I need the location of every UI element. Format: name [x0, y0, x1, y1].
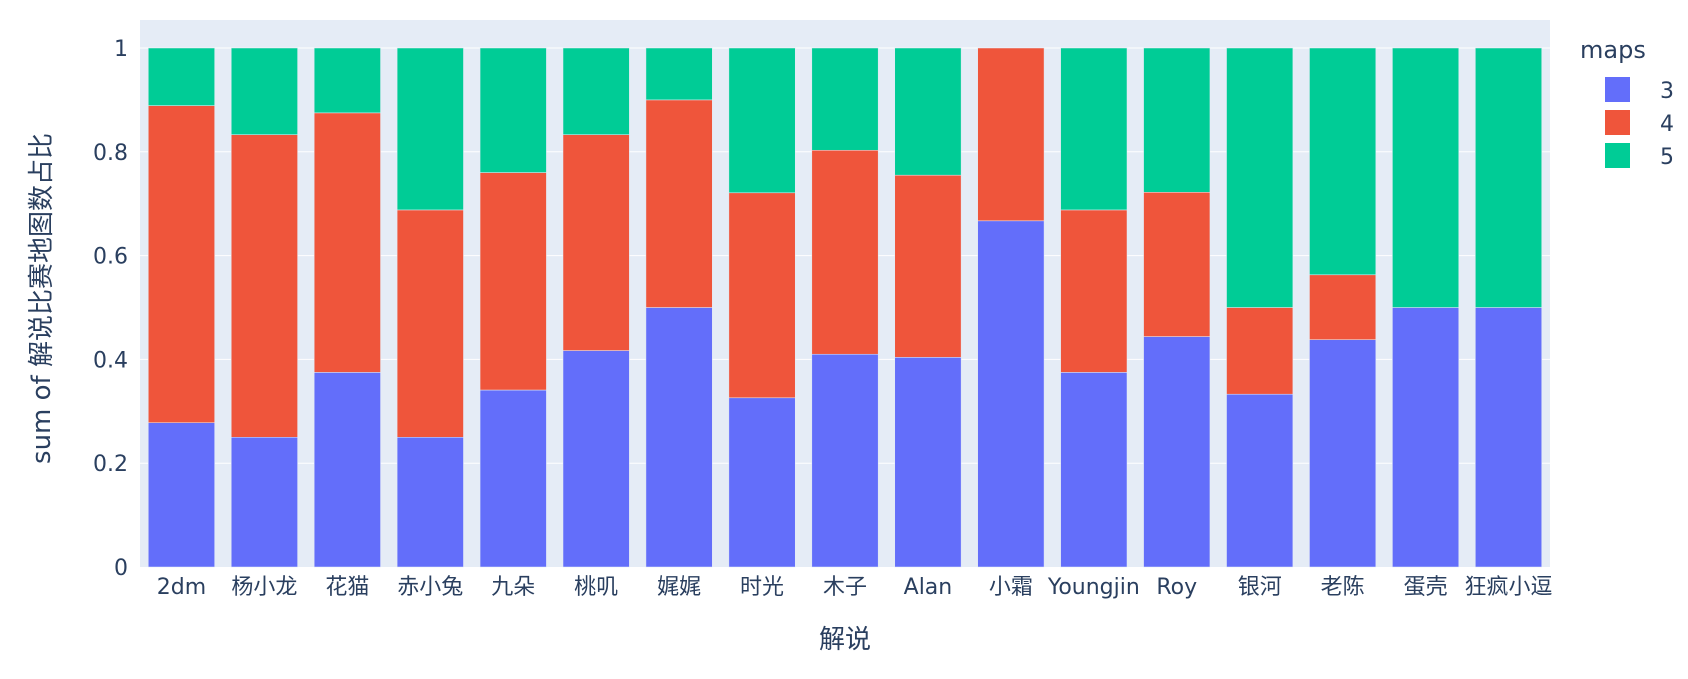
bar-segment[interactable] [396, 209, 464, 438]
bar-segment[interactable] [894, 47, 962, 176]
bar-segment[interactable] [728, 47, 796, 194]
x-tick-label: 九朵 [491, 575, 535, 600]
bar-segment[interactable] [1475, 47, 1542, 308]
bar-segment[interactable] [645, 99, 713, 308]
x-tick-label: 赤小兔 [397, 575, 463, 600]
legend-swatch[interactable] [1605, 77, 1630, 102]
bar-segment[interactable] [1226, 393, 1294, 568]
legend-swatch[interactable] [1605, 110, 1630, 135]
bar-segment[interactable] [645, 47, 713, 101]
x-tick-label: Roy [1156, 575, 1197, 600]
x-tick-label: 桃叽 [574, 575, 618, 600]
bar-segment[interactable] [1475, 307, 1542, 568]
bar-segment[interactable] [479, 389, 547, 568]
x-axis-ticks: 2dm 杨小龙 花猫 赤小兔 九朵 桃叽 娓娓 时光 木子 Alan 小霜 Youngjin Roy 银河… [157, 575, 1553, 600]
bar-segment[interactable] [1309, 339, 1377, 568]
bar-segment[interactable] [230, 437, 298, 568]
bar-segment[interactable] [230, 47, 298, 135]
bar-segment[interactable] [1060, 372, 1128, 568]
y-tick-label: 0.4 [93, 348, 128, 373]
bar-segment[interactable] [230, 134, 298, 438]
bar-segment[interactable] [1392, 47, 1460, 308]
bar-segment[interactable] [148, 422, 215, 568]
bar-segment[interactable] [728, 192, 796, 399]
legend-label[interactable]: 5 [1660, 145, 1674, 170]
x-tick-label: 狂疯小逗 [1465, 575, 1553, 600]
y-axis-ticks: 0 0.2 0.4 0.6 0.8 1 [93, 37, 128, 581]
bar-segment[interactable] [1060, 47, 1128, 211]
x-tick-label: 小霜 [989, 575, 1033, 600]
bar-segment[interactable] [313, 47, 381, 114]
bar-segment[interactable] [811, 353, 879, 568]
bar-segment[interactable] [1226, 47, 1294, 308]
bar-segment[interactable] [562, 350, 630, 568]
legend-label[interactable]: 4 [1660, 112, 1674, 137]
bar-segment[interactable] [894, 174, 962, 358]
bar-segment[interactable] [313, 112, 381, 373]
x-tick-label: 时光 [740, 575, 784, 600]
x-tick-label: Alan [904, 575, 953, 600]
bar-segment[interactable] [811, 149, 879, 355]
bar-segment[interactable] [1309, 47, 1377, 276]
y-tick-label: 1 [114, 37, 128, 62]
bar-segment[interactable] [728, 397, 796, 568]
bar-segment[interactable] [1060, 209, 1128, 373]
y-axis-title: sum of 解说比赛地图数占比 [27, 133, 57, 464]
bar-segment[interactable] [313, 372, 381, 568]
bar-segment[interactable] [1309, 274, 1377, 340]
x-axis-title: 解说 [819, 625, 871, 655]
legend[interactable]: maps 3 4 5 [1580, 36, 1674, 170]
bar-segment[interactable] [396, 437, 464, 568]
x-tick-label: 银河 [1238, 575, 1282, 600]
bar-segment[interactable] [1226, 307, 1294, 395]
bar-segment[interactable] [148, 105, 215, 423]
bar-segment[interactable] [562, 134, 630, 351]
bar-segment[interactable] [148, 47, 215, 106]
x-tick-label: 娓娓 [657, 575, 701, 600]
bar-segment[interactable] [479, 172, 547, 391]
y-tick-label: 0 [114, 556, 128, 581]
bar-segment[interactable] [479, 47, 547, 173]
bar-segment[interactable] [811, 47, 879, 151]
legend-swatch[interactable] [1605, 143, 1630, 168]
x-tick-label: 木子 [823, 575, 867, 600]
bar-segment[interactable] [1143, 336, 1211, 568]
x-tick-label: 老陈 [1321, 575, 1365, 600]
y-tick-label: 0.6 [93, 245, 128, 270]
y-tick-label: 0.8 [93, 141, 128, 166]
legend-label[interactable]: 3 [1660, 79, 1674, 104]
bar-segment[interactable] [562, 47, 630, 135]
x-tick-label: 2dm [157, 575, 206, 600]
bars [148, 47, 1542, 568]
x-tick-label: 蛋壳 [1404, 575, 1448, 600]
bar-segment[interactable] [645, 307, 713, 568]
legend-title: maps [1580, 36, 1646, 64]
bar-segment[interactable] [894, 357, 962, 568]
bar-segment[interactable] [1143, 47, 1211, 193]
bar-segment[interactable] [1143, 192, 1211, 337]
x-tick-label: Youngjin [1047, 575, 1140, 600]
x-tick-label: 花猫 [325, 575, 369, 600]
bar-segment[interactable] [977, 47, 1045, 222]
bar-segment[interactable] [977, 220, 1045, 568]
bar-segment[interactable] [1392, 307, 1460, 568]
bar-segment[interactable] [396, 47, 464, 211]
x-tick-label: 杨小龙 [231, 575, 297, 600]
y-tick-label: 0.2 [93, 452, 128, 477]
